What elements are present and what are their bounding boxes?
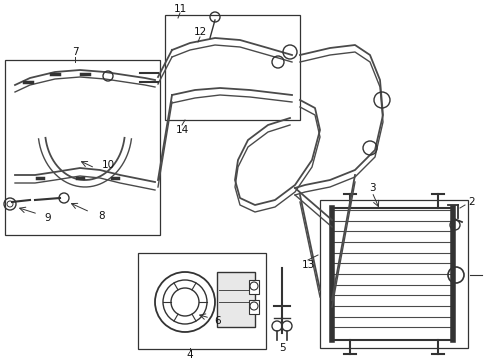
Text: 8: 8 (99, 211, 105, 221)
Text: 12: 12 (193, 27, 206, 37)
Text: 4: 4 (186, 350, 193, 360)
Text: 10: 10 (101, 160, 114, 170)
Text: 1: 1 (487, 270, 488, 280)
Text: 6: 6 (214, 316, 221, 326)
Text: 11: 11 (173, 4, 186, 14)
Bar (5, 60, 160, 235)
Text: 3: 3 (368, 183, 375, 193)
Text: 13: 13 (301, 260, 314, 270)
Text: 14: 14 (175, 125, 188, 135)
Bar (248, 300, 259, 314)
Text: 7: 7 (72, 47, 78, 57)
Bar (138, 253, 265, 349)
Text: 2: 2 (468, 197, 474, 207)
Bar (319, 200, 467, 348)
Text: 9: 9 (44, 213, 51, 223)
Bar (248, 280, 259, 294)
Text: 5: 5 (278, 343, 285, 353)
Bar (217, 272, 254, 327)
Bar (164, 15, 299, 120)
